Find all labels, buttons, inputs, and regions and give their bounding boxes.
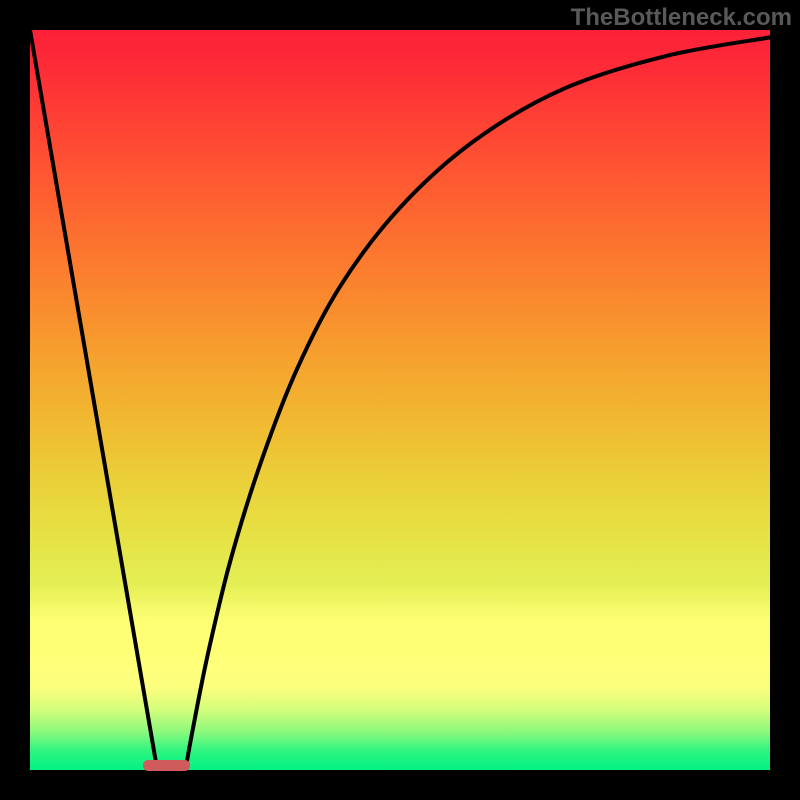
left-branch [30, 30, 157, 770]
chart-canvas: TheBottleneck.com [0, 0, 800, 800]
plot-area [30, 30, 770, 770]
bottleneck-marker [143, 760, 190, 771]
curve-layer [30, 30, 770, 770]
watermark-text: TheBottleneck.com [571, 4, 792, 32]
right-branch [185, 37, 770, 770]
